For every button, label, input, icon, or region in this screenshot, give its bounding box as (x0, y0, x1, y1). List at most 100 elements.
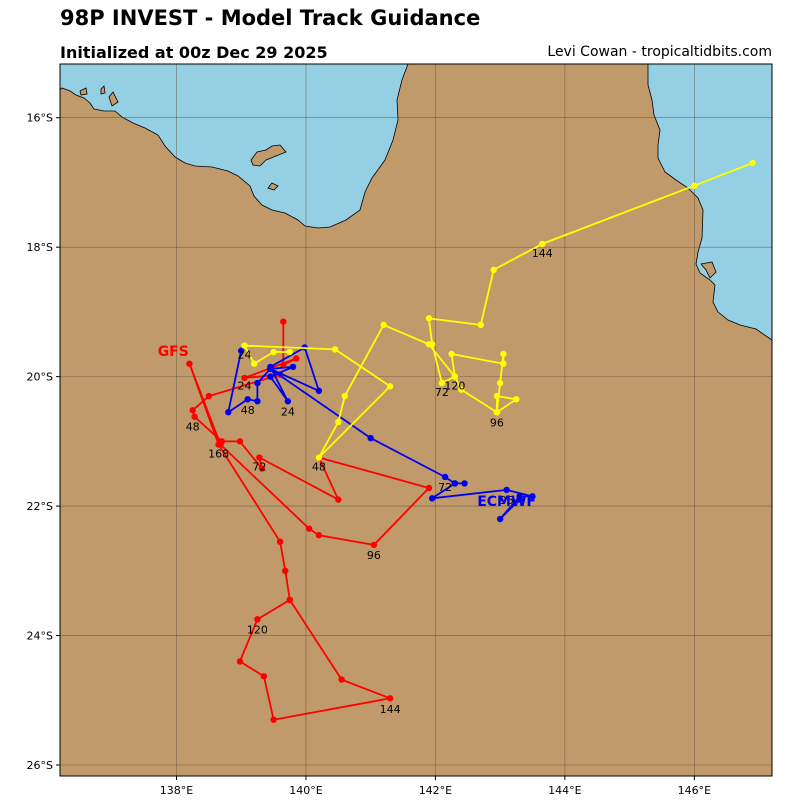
model-label-gfs: GFS (158, 344, 189, 360)
track-point-third (749, 159, 756, 167)
credit-text: Levi Cowan - tropicaltidbits.com (547, 44, 772, 60)
coral-sea-water (647, 64, 772, 341)
island-cape (700, 261, 717, 279)
model-label-ecmwf: ECMWF (477, 494, 536, 510)
track-point-ecmwf (315, 387, 323, 395)
track-point-gfs (282, 567, 289, 575)
track-point-gfs (236, 438, 244, 445)
gulf-water (60, 64, 409, 229)
forecast-hour-label: 48 (241, 404, 255, 417)
init-time-subtitle: Initialized at 00z Dec 29 2025 (60, 43, 328, 62)
track-point-ecmwf (244, 396, 251, 403)
track-point-ecmwf (529, 493, 536, 500)
track-point-third (341, 392, 348, 400)
track-point-third (691, 182, 698, 189)
lat-tick-label: 18°S (27, 241, 53, 254)
track-point-gfs (258, 465, 266, 472)
gridlines (60, 64, 772, 776)
track-point-gfs (241, 374, 248, 382)
lon-tick-label: 142°E (419, 784, 452, 797)
track-point-ecmwf (267, 373, 274, 380)
lat-tick-label: 24°S (27, 630, 53, 643)
island-small-2 (79, 87, 88, 96)
lon-tick-label: 146°E (678, 784, 711, 797)
island-small-3 (100, 85, 106, 95)
track-point-third (315, 454, 323, 461)
track-point-third (335, 418, 342, 426)
forecast-hour-label: 144 (532, 247, 553, 260)
page-title: 98P INVEST - Model Track Guidance (60, 6, 481, 30)
lat-tick-label: 16°S (27, 112, 53, 125)
forecast-hour-label: 120 (247, 624, 268, 637)
track-point-third (286, 348, 293, 356)
track-point-third (500, 360, 507, 367)
track-point-third (539, 240, 546, 248)
island-mornington (250, 144, 287, 167)
model-tracks (186, 159, 756, 723)
track-point-ecmwf (503, 486, 510, 494)
track-point-gfs (286, 596, 293, 604)
track-point-gfs (205, 392, 213, 400)
track-point-third (380, 321, 387, 329)
track-point-gfs (280, 361, 287, 369)
track-point-ecmwf (451, 480, 459, 487)
track-point-gfs (306, 525, 313, 532)
track-point-gfs (276, 538, 284, 545)
track-line-gfs (188, 321, 430, 721)
track-point-ecmwf (254, 398, 261, 405)
track-point-gfs (293, 355, 300, 362)
track-point-third (451, 373, 459, 380)
track-point-gfs (189, 407, 196, 414)
track-point-ecmwf (516, 496, 523, 503)
track-point-ecmwf (254, 379, 261, 387)
land-background (60, 64, 772, 776)
track-point-gfs (386, 695, 394, 702)
track-point-gfs (338, 676, 345, 683)
track-point-gfs (270, 716, 277, 723)
track-point-gfs (370, 541, 378, 549)
track-point-gfs (256, 454, 263, 461)
forecast-hour-label: 48 (312, 460, 326, 473)
track-point-third (513, 396, 520, 403)
forecast-hour-label: 24 (281, 405, 295, 418)
forecast-hour-label: 72 (438, 481, 452, 494)
forecast-hour-label: 72 (435, 386, 449, 399)
track-point-gfs (315, 532, 323, 539)
track-point-ecmwf (367, 434, 374, 442)
island-small-1 (267, 182, 279, 191)
track-point-gfs (335, 496, 342, 503)
track-point-ecmwf (461, 480, 468, 487)
track-point-third (438, 379, 446, 387)
lat-tick-label: 22°S (27, 500, 53, 513)
forecast-hour-label: 120 (444, 380, 465, 393)
forecast-hour-label: 96 (500, 494, 514, 507)
track-point-third (496, 379, 504, 387)
forecast-hour-label: 72 (252, 460, 266, 473)
track-point-gfs (215, 441, 222, 448)
track-point-ecmwf (289, 363, 297, 371)
track-point-third (490, 266, 497, 274)
track-point-ecmwf (428, 495, 436, 502)
forecast-hour-label: 96 (367, 549, 381, 562)
track-point-gfs (236, 658, 244, 665)
axis-ticks: 138°E 140°E 142°E 144°E 146°E 16°S 18°S 20°S 22°… (27, 112, 712, 797)
forecast-hour-label: 96 (490, 416, 504, 429)
track-point-ecmwf (267, 365, 274, 373)
track-line-third (243, 162, 753, 459)
track-point-gfs (280, 318, 287, 325)
track-point-third (425, 341, 433, 348)
track-point-ecmwf (238, 347, 245, 354)
island-small-4 (108, 91, 119, 107)
lon-tick-label: 138°E (160, 784, 193, 797)
track-point-gfs (425, 484, 433, 492)
track-point-third (500, 350, 507, 358)
lat-tick-label: 20°S (27, 371, 53, 384)
forecast-hour-label: 24 (237, 380, 251, 393)
track-point-third (425, 315, 433, 322)
track-point-third (493, 392, 501, 400)
track-point-gfs (254, 616, 261, 623)
forecast-hour-label: 24 (237, 349, 251, 362)
track-point-third (477, 321, 484, 329)
